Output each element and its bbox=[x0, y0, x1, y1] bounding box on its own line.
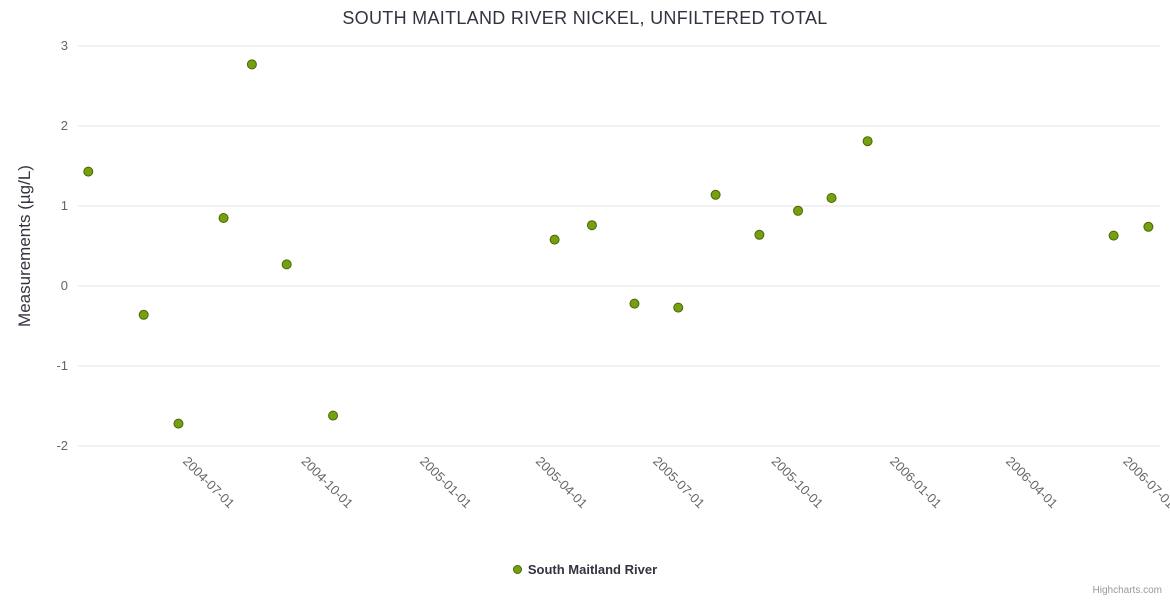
data-point[interactable] bbox=[246, 59, 257, 70]
data-point[interactable] bbox=[173, 418, 184, 429]
x-tick-label: 2005-07-01 bbox=[650, 454, 708, 512]
data-point[interactable] bbox=[138, 309, 149, 320]
data-point[interactable] bbox=[826, 193, 837, 203]
x-tick-label: 2004-10-01 bbox=[298, 454, 356, 512]
x-tick-label: 2006-07-01 bbox=[1120, 454, 1170, 512]
y-tick-label: 3 bbox=[61, 38, 68, 53]
legend-label: South Maitland River bbox=[527, 562, 658, 577]
legend-item-south-maitland-river[interactable]: South Maitland River bbox=[0, 562, 1170, 577]
x-tick-label: 2006-01-01 bbox=[887, 454, 945, 512]
data-point[interactable] bbox=[281, 259, 292, 270]
data-point[interactable] bbox=[586, 220, 597, 231]
data-point[interactable] bbox=[549, 234, 560, 245]
data-point[interactable] bbox=[328, 410, 339, 421]
chart-title: SOUTH MAITLAND RIVER NICKEL, UNFILTERED … bbox=[342, 8, 828, 28]
y-tick-label: -2 bbox=[56, 438, 68, 453]
credits-link[interactable]: Highcharts.com bbox=[1092, 585, 1162, 596]
legend-marker-icon bbox=[512, 565, 522, 574]
x-tick-label: 2005-01-01 bbox=[417, 454, 475, 512]
data-point[interactable] bbox=[793, 205, 804, 216]
y-tick-label: 0 bbox=[61, 278, 68, 293]
x-tick-label: 2004-07-01 bbox=[180, 454, 238, 512]
data-point[interactable] bbox=[218, 213, 229, 223]
x-tick-label: 2006-04-01 bbox=[1003, 454, 1061, 512]
data-point[interactable] bbox=[1108, 230, 1119, 241]
data-point[interactable] bbox=[862, 136, 873, 147]
data-point[interactable] bbox=[673, 302, 684, 313]
y-tick-label: 2 bbox=[61, 118, 68, 133]
y-tick-label: 1 bbox=[61, 198, 68, 213]
data-point[interactable] bbox=[754, 229, 765, 240]
x-tick-label: 2005-10-01 bbox=[769, 454, 827, 512]
x-tick-label: 2005-04-01 bbox=[533, 454, 591, 512]
data-point[interactable] bbox=[83, 166, 94, 177]
data-point[interactable] bbox=[710, 189, 721, 200]
data-point[interactable] bbox=[629, 298, 640, 309]
y-tick-label: -1 bbox=[56, 358, 68, 373]
data-point[interactable] bbox=[1143, 221, 1154, 232]
